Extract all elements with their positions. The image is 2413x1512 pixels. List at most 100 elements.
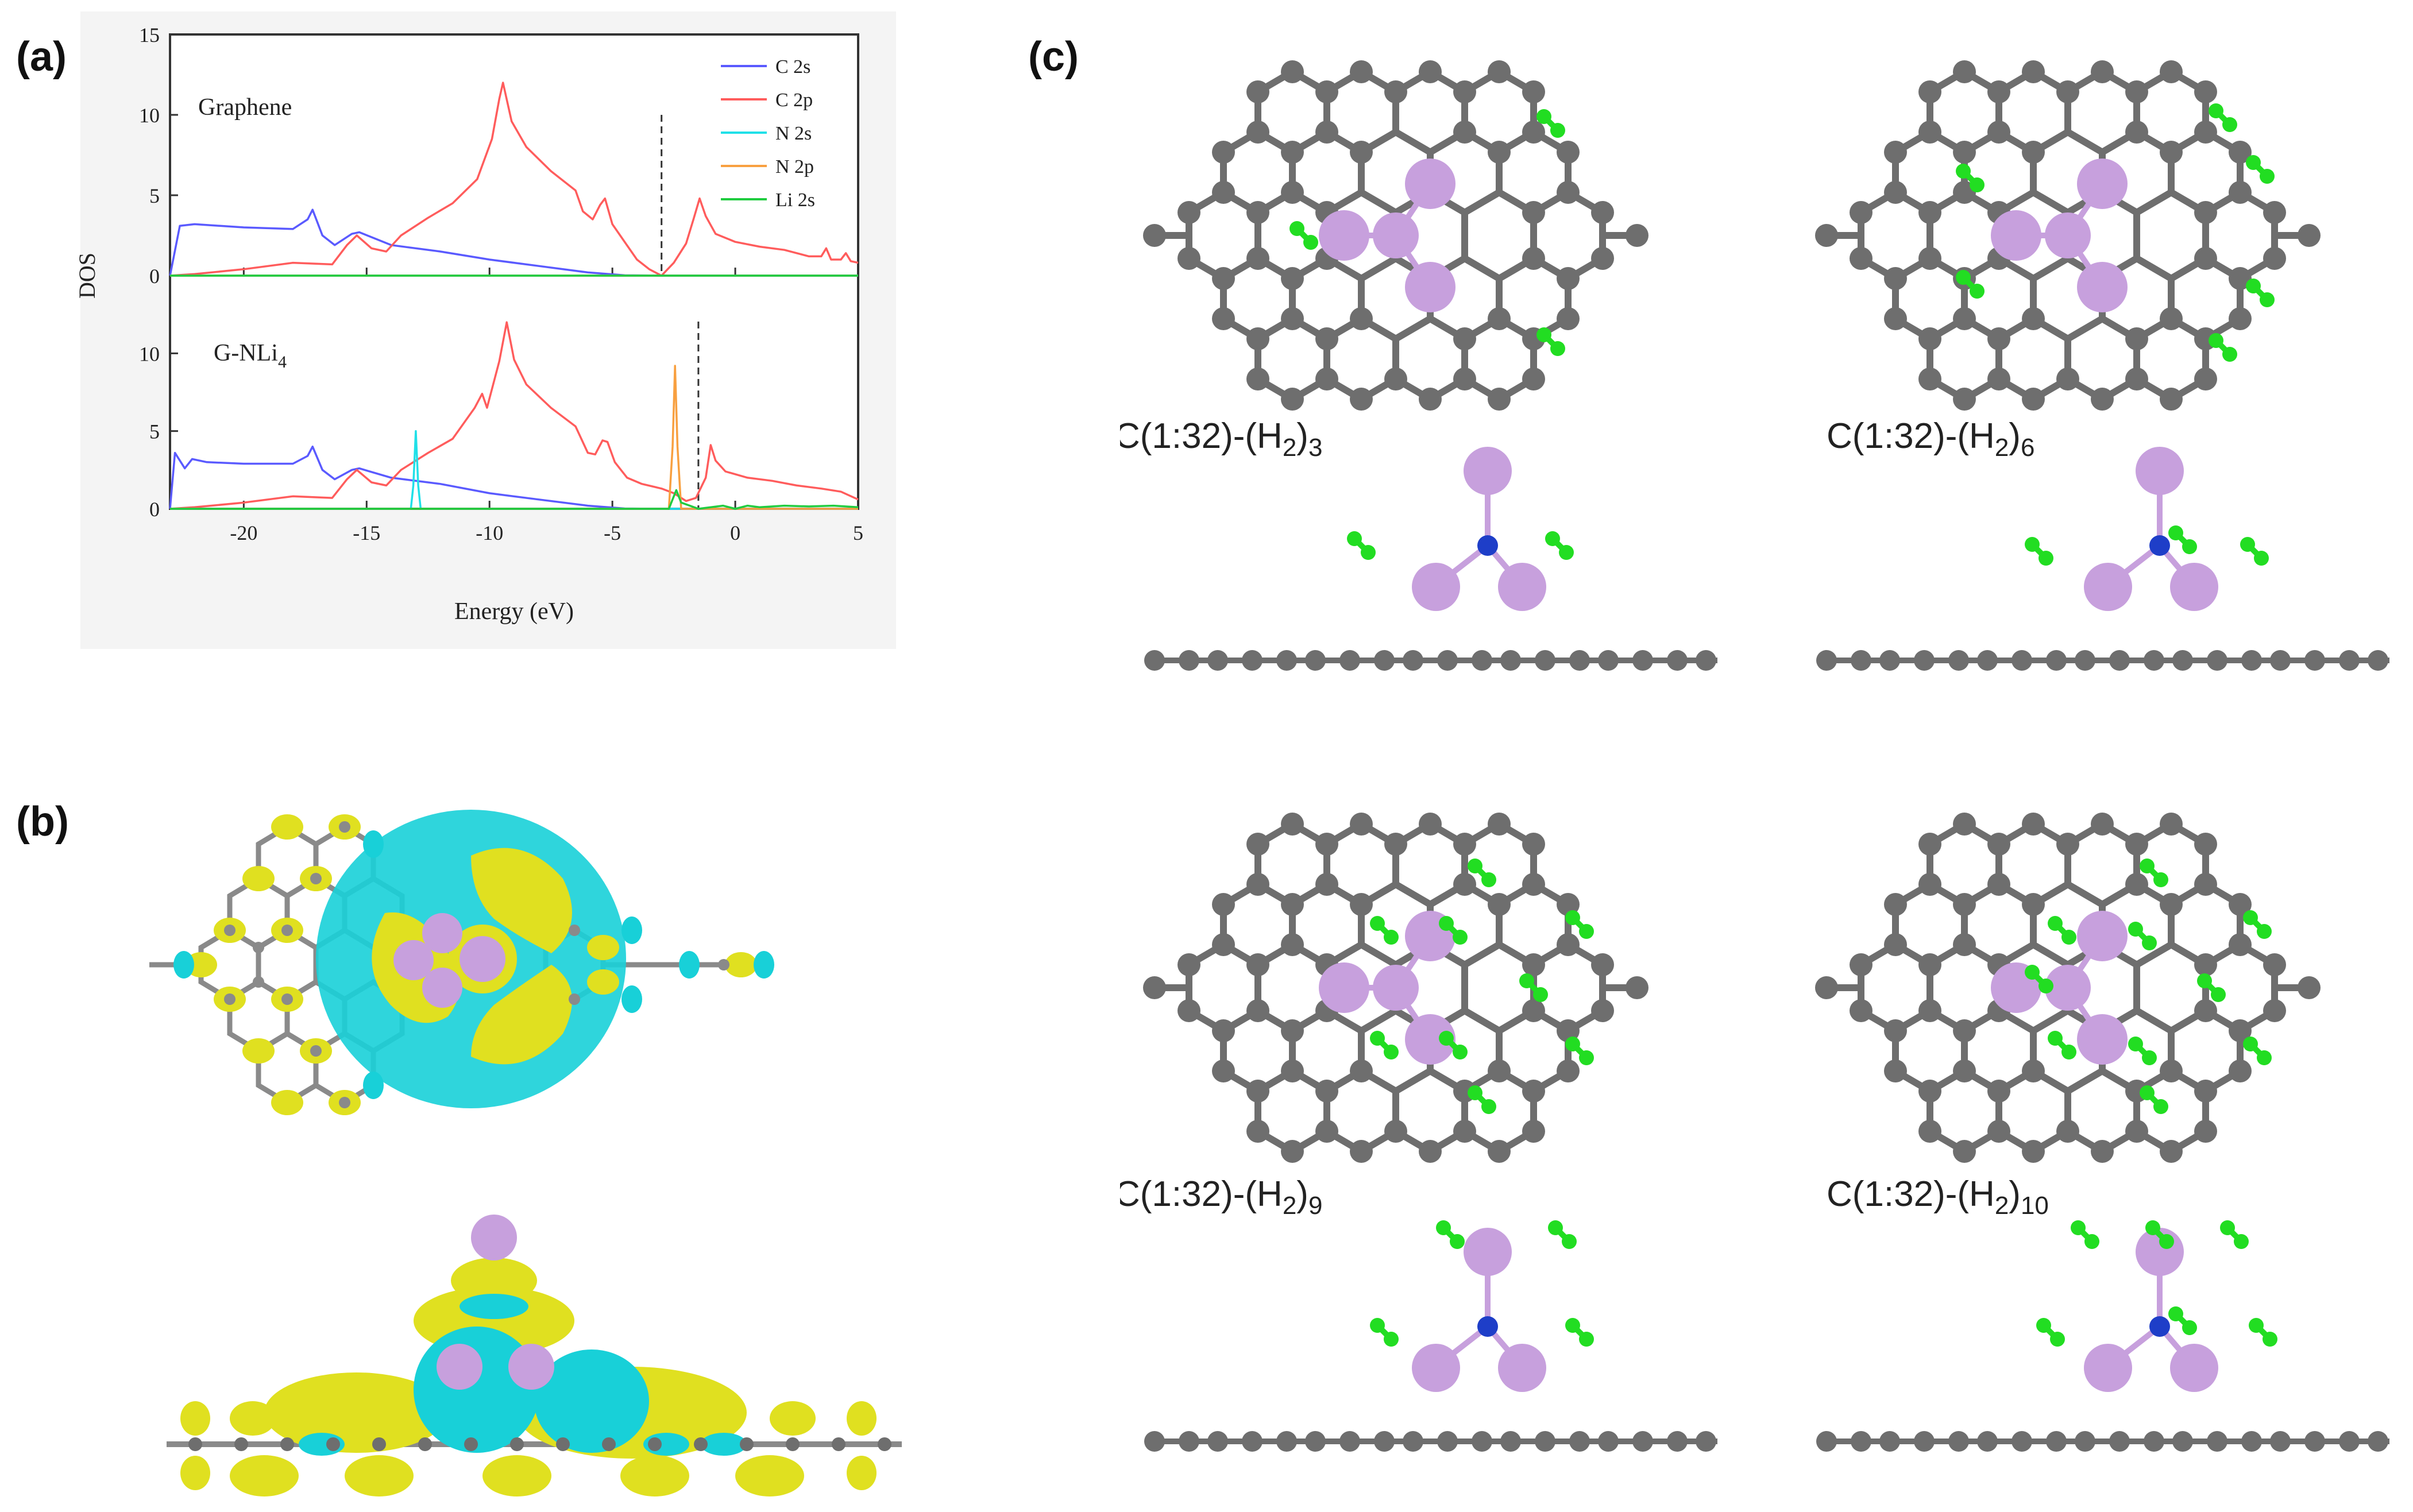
h2-molecule <box>1370 1031 1399 1059</box>
h2-molecule <box>1289 221 1318 250</box>
h2-molecule <box>2025 537 2053 566</box>
h2-molecule <box>1565 1318 1594 1347</box>
h2-molecule <box>2220 1220 2249 1249</box>
h2-molecule <box>2246 155 2275 184</box>
h2-molecule <box>1370 1318 1399 1347</box>
bottom-plot-label-sub: 4 <box>278 353 287 372</box>
lithium-atom <box>471 1215 517 1260</box>
h2-adsorption-structures: C(1:32)-(H2)3 C(1:32)-(H2)6 C(1:32)-(H2)… <box>1120 23 2407 1493</box>
h2-molecule <box>2036 1318 2065 1347</box>
h2-molecule <box>1548 1220 1577 1249</box>
legend: C 2s C 2p N 2s N 2p Li 2s <box>721 56 815 211</box>
y-tick-label: 0 <box>149 498 160 521</box>
nli4-cluster-side <box>1412 447 1546 611</box>
x-tick-label: -20 <box>230 521 257 544</box>
h2-molecule <box>2197 973 2226 1002</box>
lithium-atom <box>422 913 462 953</box>
nli4-cluster-side <box>2084 447 2218 611</box>
structure-h2-6: C(1:32)-(H2)6 <box>1815 60 2389 671</box>
series-line-li-2s <box>170 489 859 510</box>
y-tick-label: 10 <box>139 104 160 127</box>
h2-molecule <box>2048 916 2076 945</box>
h2-molecule <box>2243 1037 2272 1065</box>
legend-label: N 2s <box>775 123 812 144</box>
nli4-cluster-side <box>2084 1228 2218 1392</box>
x-tick-label: -15 <box>353 521 380 544</box>
graphene-lattice-top <box>1815 60 2321 411</box>
carbon-atoms-side <box>188 1437 891 1451</box>
h2-molecule <box>1436 1220 1465 1249</box>
charge-density-side-view <box>167 1215 902 1496</box>
charge-density-top-view <box>149 810 774 1115</box>
series-line-c-2s <box>169 208 858 277</box>
isosurface-cyan-lobes <box>173 830 774 1099</box>
legend-label: C 2p <box>775 90 813 111</box>
plot-frame <box>169 33 859 510</box>
h2-molecule <box>2240 537 2269 566</box>
x-axis-label: Energy (eV) <box>454 598 574 625</box>
y-tick-label: 10 <box>139 342 160 365</box>
top-plot-label: Graphene <box>198 94 292 121</box>
bottom-plot-label: G-NLi4 <box>214 340 287 372</box>
h2-molecule <box>1370 916 1399 945</box>
lithium-atom <box>508 1344 554 1390</box>
y-tick-label: 0 <box>149 265 160 288</box>
panel-c-label: (c) <box>1028 34 1079 80</box>
structure-label: C(1:32)-(H2)10 <box>1827 1174 2049 1220</box>
graphene-lattice-side <box>1816 650 2389 671</box>
graphene-lattice-top <box>1143 813 1648 1163</box>
series-line-c-2p <box>169 321 859 510</box>
graphene-lattice-top <box>1815 813 2321 1163</box>
lithium-atom <box>393 940 434 980</box>
legend-label: N 2p <box>775 156 814 177</box>
x-tick-label: -10 <box>476 521 503 544</box>
isosurface-yellow <box>471 848 572 953</box>
graphene-lattice-top <box>1143 60 1648 411</box>
graphene-lattice-side <box>1144 650 1717 671</box>
y-axis-label: DOS <box>74 253 100 299</box>
panel-b-label: (b) <box>16 799 69 845</box>
h2-molecule <box>2071 1220 2099 1249</box>
structure-h2-3: C(1:32)-(H2)3 <box>1120 60 1717 671</box>
y-tick-label: 15 <box>139 24 160 47</box>
h2-molecule <box>2243 910 2272 939</box>
h2-molecule <box>2128 1037 2157 1065</box>
h2-molecule <box>2168 525 2197 554</box>
h2-molecule <box>1545 531 1574 560</box>
charge-density-figure <box>149 810 902 1496</box>
lithium-atom <box>422 968 462 1008</box>
series-layer <box>169 82 859 510</box>
h2-molecule <box>2168 1306 2197 1335</box>
h2-molecule <box>2249 1318 2277 1347</box>
panel-a-label: (a) <box>16 34 67 80</box>
nli4-cluster-side <box>1412 1228 1546 1392</box>
structure-h2-10: C(1:32)-(H2)10 <box>1815 813 2389 1452</box>
x-tick-label: 0 <box>730 521 740 544</box>
x-tick-label: -5 <box>604 521 621 544</box>
bottom-plot-label-main: G-NLi <box>214 340 278 366</box>
structure-h2-9: C(1:32)-(H2)9 <box>1120 813 1717 1452</box>
y-tick-label: 5 <box>149 184 160 207</box>
structure-label: C(1:32)-(H2)9 <box>1120 1174 1322 1220</box>
h2-molecule <box>1347 531 1376 560</box>
isosurface-cyan-side <box>299 1294 747 1456</box>
h2-molecule <box>2128 922 2157 950</box>
series-line-c-2s <box>169 445 858 510</box>
isosurface-yellow-side <box>180 1258 877 1496</box>
h2-molecule <box>2048 1031 2076 1059</box>
legend-label: Li 2s <box>775 190 815 211</box>
structure-label: C(1:32)-(H2)6 <box>1827 416 2034 462</box>
carbon-atoms <box>224 821 729 1108</box>
structure-label: C(1:32)-(H2)3 <box>1120 416 1322 462</box>
graphene-lattice-side <box>1144 1431 1717 1452</box>
y-tick-label: 5 <box>149 420 160 443</box>
legend-label: C 2s <box>775 56 810 78</box>
lithium-atom <box>460 936 505 982</box>
graphene-lattice-side <box>1816 1431 2389 1452</box>
isosurface-yellow <box>471 965 572 1065</box>
x-tick-label: 5 <box>853 521 863 544</box>
h2-molecule <box>2246 279 2275 307</box>
lithium-atom <box>437 1344 482 1390</box>
series-line-c-2p <box>169 82 859 277</box>
